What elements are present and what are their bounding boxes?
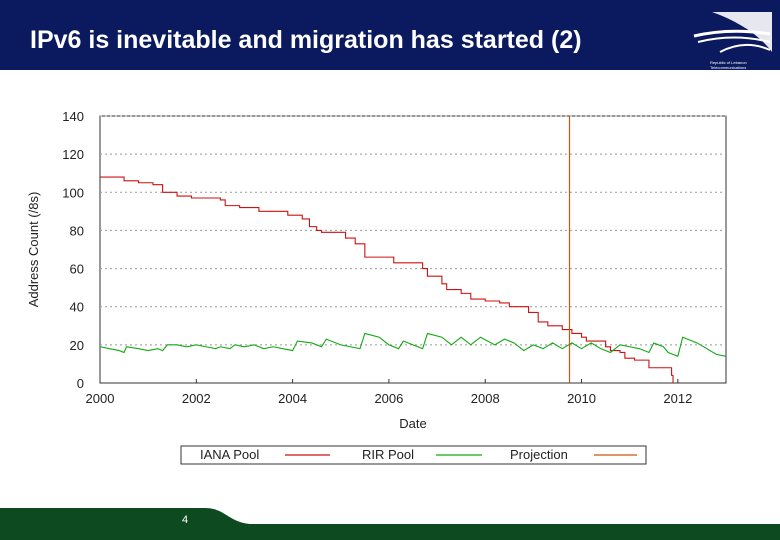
y-tick-label: 140 bbox=[62, 109, 84, 124]
y-tick-label: 100 bbox=[62, 185, 84, 200]
x-tick-label: 2012 bbox=[663, 391, 692, 406]
tra-logo bbox=[693, 12, 772, 53]
y-tick-label: 120 bbox=[62, 147, 84, 162]
slide-header bbox=[0, 0, 780, 70]
rir-pool-line bbox=[99, 332, 727, 358]
logo-swoosh bbox=[719, 44, 771, 53]
y-tick-label: 20 bbox=[70, 338, 84, 353]
x-tick-label: 2010 bbox=[567, 391, 596, 406]
iana-pool-line bbox=[100, 176, 674, 383]
x-tick-label: 2008 bbox=[471, 391, 500, 406]
plot-frame bbox=[99, 115, 727, 384]
legend-label: Projection bbox=[510, 447, 568, 462]
x-tick-label: 2002 bbox=[182, 391, 211, 406]
x-axis-label: Date bbox=[399, 416, 426, 431]
y-tick-label: 0 bbox=[77, 376, 84, 391]
slide-title: IPv6 is inevitable and migration has sta… bbox=[30, 26, 582, 54]
legend-label: IANA Pool bbox=[200, 447, 259, 462]
x-tick-label: 2006 bbox=[374, 391, 403, 406]
footer-shape bbox=[0, 508, 780, 540]
legend-label: RIR Pool bbox=[362, 447, 414, 462]
logo-wing bbox=[712, 12, 772, 52]
y-tick-label: 40 bbox=[70, 300, 84, 315]
x-tick-label: 2004 bbox=[278, 391, 307, 406]
logo-text: Republic of Lebanon Telecommunications R… bbox=[710, 60, 747, 75]
y-axis-label: Address Count (/8s) bbox=[26, 192, 41, 308]
y-tick-label: 80 bbox=[70, 223, 84, 238]
legend-box bbox=[180, 445, 647, 465]
y-tick-label: 60 bbox=[70, 262, 84, 277]
x-tick-label: 2000 bbox=[86, 391, 115, 406]
page-number: 4 bbox=[182, 514, 189, 526]
